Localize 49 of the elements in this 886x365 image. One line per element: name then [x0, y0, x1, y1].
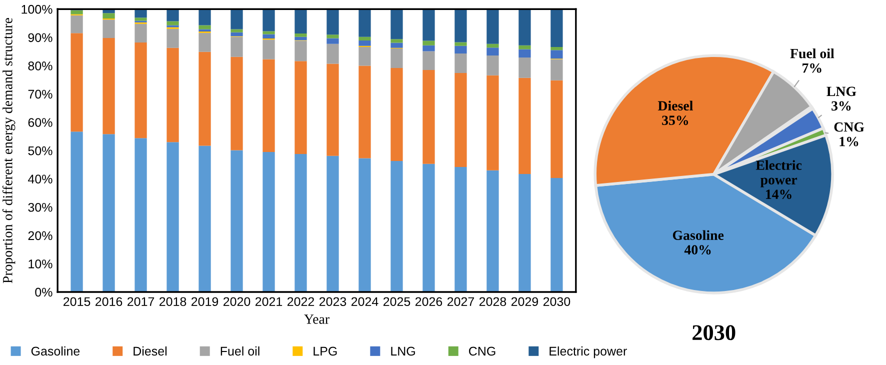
x-tick-label: 2025 [383, 297, 410, 306]
data-label: 7% [802, 63, 822, 73]
x-tick-label: 2028 [479, 297, 506, 306]
slice-label: Gasoline [672, 230, 724, 240]
y-tick-label: 30% [28, 202, 52, 212]
y-axis-title: Proportion of different energy demand structure [2, 18, 16, 284]
y-tick-label: 10% [28, 260, 52, 268]
data-label: 3% [832, 101, 851, 111]
x-tick-label: 2030 [543, 297, 570, 306]
x-tick-label: 2020 [223, 297, 250, 306]
x-tick-label: 2018 [159, 297, 186, 306]
slice-label: Diesel [658, 100, 693, 111]
slice-label: LNG [826, 86, 856, 96]
legend-label: LNG [391, 346, 415, 356]
y-tick-label: 50% [28, 146, 52, 156]
legend-label: Electric power [550, 346, 627, 358]
x-tick-label: 2027 [447, 297, 474, 306]
y-tick-label: 90% [28, 33, 52, 42]
legend-label: Diesel [134, 346, 167, 356]
data-label: 40% [684, 245, 711, 255]
x-tick-label: 2026 [415, 297, 442, 306]
x-tick-label: 2024 [351, 297, 378, 306]
y-tick-label: 60% [28, 118, 52, 127]
x-tick-label: 2021 [255, 297, 282, 306]
x-axis-title: Year [304, 314, 330, 324]
slice-label: CNG [834, 122, 864, 132]
legend-label: CNG [468, 346, 496, 356]
y-tick-label: 20% [28, 231, 52, 240]
x-tick-label: 2015 [64, 297, 90, 306]
y-tick-label: 80% [28, 62, 52, 70]
x-tick-label: 2029 [511, 297, 538, 306]
slice-label: Fuel oil [790, 48, 834, 58]
data-label: 1% [840, 136, 858, 146]
x-tick-label: 2017 [128, 297, 154, 306]
text: 2030 [692, 325, 736, 340]
data-label: 35% [662, 116, 688, 126]
legend-label: Fuel oil [220, 346, 260, 356]
y-tick-label: 100% [22, 4, 52, 14]
x-tick-label: 2022 [287, 297, 314, 306]
y-tick-label: 70% [28, 90, 52, 99]
x-tick-label: 2019 [191, 297, 218, 306]
y-tick-label: 0% [35, 288, 52, 297]
x-tick-label: 2023 [319, 297, 346, 306]
x-tick-label: 2016 [96, 297, 122, 306]
y-tick-label: 40% [28, 174, 52, 184]
slice-label: Electric power [756, 160, 802, 188]
legend-label: Gasoline [31, 346, 80, 356]
data-label: 14% [766, 190, 792, 200]
legend-label: LPG [314, 346, 337, 356]
